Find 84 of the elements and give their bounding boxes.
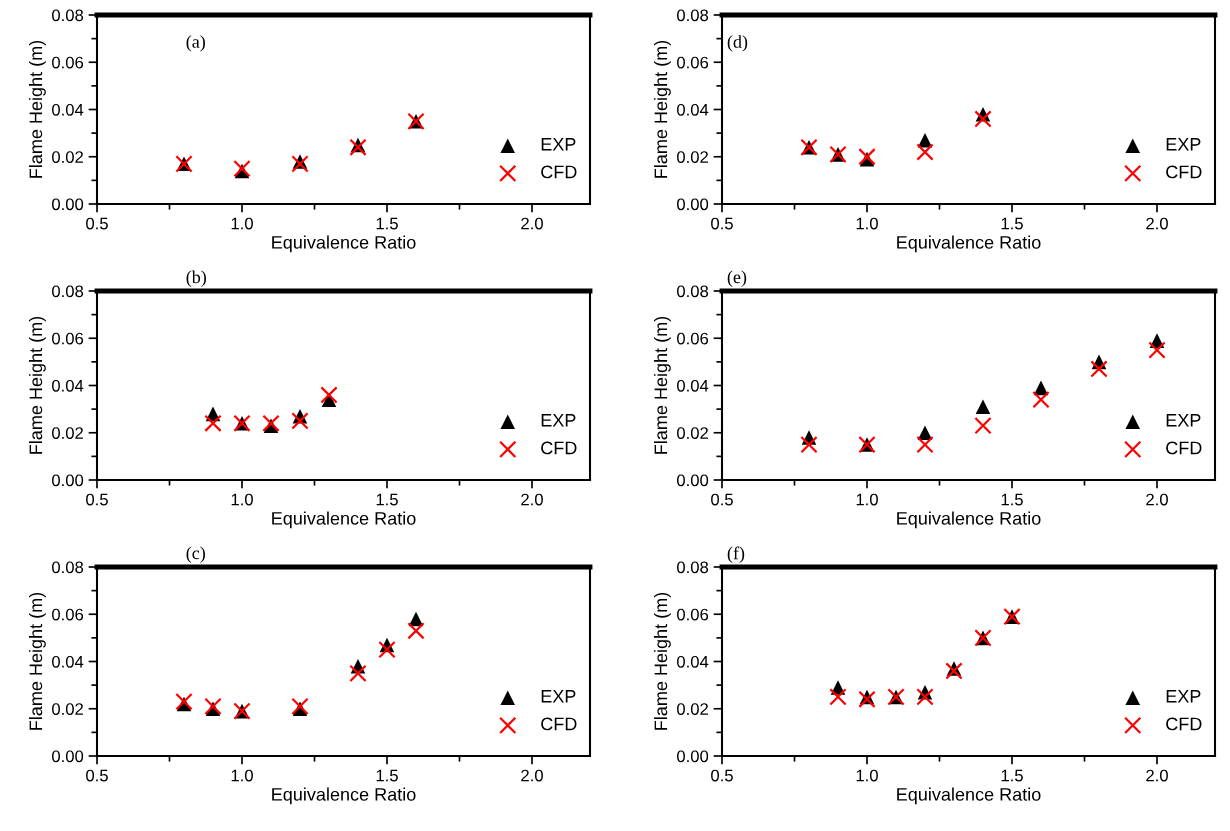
x-tick-label: 1.5 bbox=[1001, 217, 1023, 230]
y-tick-label: 0.04 bbox=[52, 655, 84, 668]
y-tick-label: 0.08 bbox=[52, 9, 84, 22]
text: (b) bbox=[186, 270, 206, 287]
annotation: (a) bbox=[186, 35, 205, 52]
x-tick-label: 1.5 bbox=[376, 217, 398, 230]
x-axis-title: Equivalence Ratio bbox=[897, 511, 1041, 529]
y-tick-label: 0.04 bbox=[677, 379, 709, 392]
y-tick-label: 0.06 bbox=[52, 56, 84, 69]
y-tick-label: 0.08 bbox=[52, 561, 84, 574]
y-tick-label: 0.04 bbox=[677, 655, 709, 668]
y-axis-title: Flame Height (m) bbox=[28, 592, 46, 730]
legend-label: CFD bbox=[541, 441, 577, 455]
x-tick-label: 1.5 bbox=[376, 769, 398, 782]
y-tick-label: 0.04 bbox=[677, 103, 709, 116]
x-axis-title: Equivalence Ratio bbox=[272, 787, 416, 805]
y-tick-label: 0.02 bbox=[677, 427, 708, 439]
y-axis-title: Flame Height (m) bbox=[653, 592, 671, 730]
text: (e) bbox=[727, 270, 747, 287]
x-axis-title: Equivalence Ratio bbox=[897, 235, 1041, 253]
y-tick-label: 0.00 bbox=[677, 474, 709, 487]
y-tick-label: 0.08 bbox=[677, 9, 709, 22]
x-tick-label: 2.0 bbox=[521, 769, 543, 782]
x-tick-label: 2.0 bbox=[521, 217, 543, 230]
y-tick-label: 0.04 bbox=[52, 103, 84, 116]
y-tick-label: 0.00 bbox=[677, 198, 709, 211]
legend-label: CFD bbox=[541, 717, 577, 731]
y-tick-label: 0.02 bbox=[52, 427, 83, 439]
y-tick-label: 0.06 bbox=[677, 608, 709, 621]
legend-label: EXP bbox=[541, 690, 576, 703]
y-tick-label: 0.00 bbox=[677, 750, 709, 763]
legend-label: CFD bbox=[1166, 717, 1202, 731]
y-tick-label: 0.08 bbox=[52, 285, 84, 298]
y-axis-title: Flame Height (m) bbox=[28, 40, 46, 178]
legend-label: CFD bbox=[541, 165, 577, 179]
x-tick-label: 2.0 bbox=[1146, 769, 1168, 782]
y-tick-label: 0.06 bbox=[52, 332, 84, 345]
text: (f) bbox=[727, 546, 745, 563]
annotation: (d) bbox=[727, 35, 748, 52]
y-tick-label: 0.02 bbox=[52, 151, 83, 163]
legend-label: CFD bbox=[1166, 165, 1202, 179]
text: (c) bbox=[186, 546, 205, 563]
x-tick-label: 1.0 bbox=[856, 769, 878, 782]
legend-label: EXP bbox=[541, 138, 576, 151]
x-tick-label: 1.0 bbox=[231, 217, 253, 230]
legend-label: EXP bbox=[1166, 690, 1201, 703]
x-tick-label: 1.5 bbox=[1001, 769, 1023, 782]
x-tick-label: 1.5 bbox=[376, 493, 398, 506]
y-tick-label: 0.00 bbox=[52, 474, 84, 487]
x-tick-label: 0.5 bbox=[711, 769, 733, 782]
y-tick-label: 0.02 bbox=[677, 151, 708, 163]
y-tick-label: 0.02 bbox=[677, 703, 708, 715]
x-tick-label: 1.0 bbox=[231, 769, 253, 782]
x-tick-label: 0.5 bbox=[711, 493, 733, 506]
x-tick-label: 1.0 bbox=[231, 493, 253, 506]
y-tick-label: 0.00 bbox=[52, 750, 84, 763]
legend-label: EXP bbox=[1166, 414, 1201, 427]
legend-label: CFD bbox=[1166, 441, 1202, 455]
x-axis-title: Equivalence Ratio bbox=[272, 235, 416, 253]
x-tick-label: 0.5 bbox=[86, 769, 108, 782]
x-axis-title: Equivalence Ratio bbox=[897, 787, 1041, 805]
y-tick-label: 0.06 bbox=[677, 56, 709, 69]
y-tick-label: 0.00 bbox=[52, 198, 84, 211]
x-tick-label: 2.0 bbox=[1146, 217, 1168, 230]
y-tick-label: 0.06 bbox=[52, 608, 84, 621]
legend-label: EXP bbox=[541, 414, 576, 427]
y-tick-label: 0.08 bbox=[677, 285, 709, 298]
x-tick-label: 1.5 bbox=[1001, 493, 1023, 506]
legend-label: EXP bbox=[1166, 138, 1201, 151]
y-axis-title: Flame Height (m) bbox=[653, 316, 671, 454]
x-tick-label: 0.5 bbox=[86, 217, 108, 230]
y-tick-label: 0.02 bbox=[52, 703, 83, 715]
x-axis-title: Equivalence Ratio bbox=[272, 511, 416, 529]
y-axis-title: Flame Height (m) bbox=[653, 40, 671, 178]
x-tick-label: 0.5 bbox=[86, 493, 108, 506]
y-tick-label: 0.04 bbox=[52, 379, 84, 392]
x-tick-label: 2.0 bbox=[1146, 493, 1168, 506]
x-tick-label: 1.0 bbox=[856, 217, 878, 230]
x-tick-label: 2.0 bbox=[521, 493, 543, 506]
y-tick-label: 0.06 bbox=[677, 332, 709, 345]
x-tick-label: 0.5 bbox=[711, 217, 733, 230]
y-axis-title: Flame Height (m) bbox=[28, 316, 46, 454]
x-tick-label: 1.0 bbox=[856, 493, 878, 506]
y-tick-label: 0.08 bbox=[677, 561, 709, 574]
